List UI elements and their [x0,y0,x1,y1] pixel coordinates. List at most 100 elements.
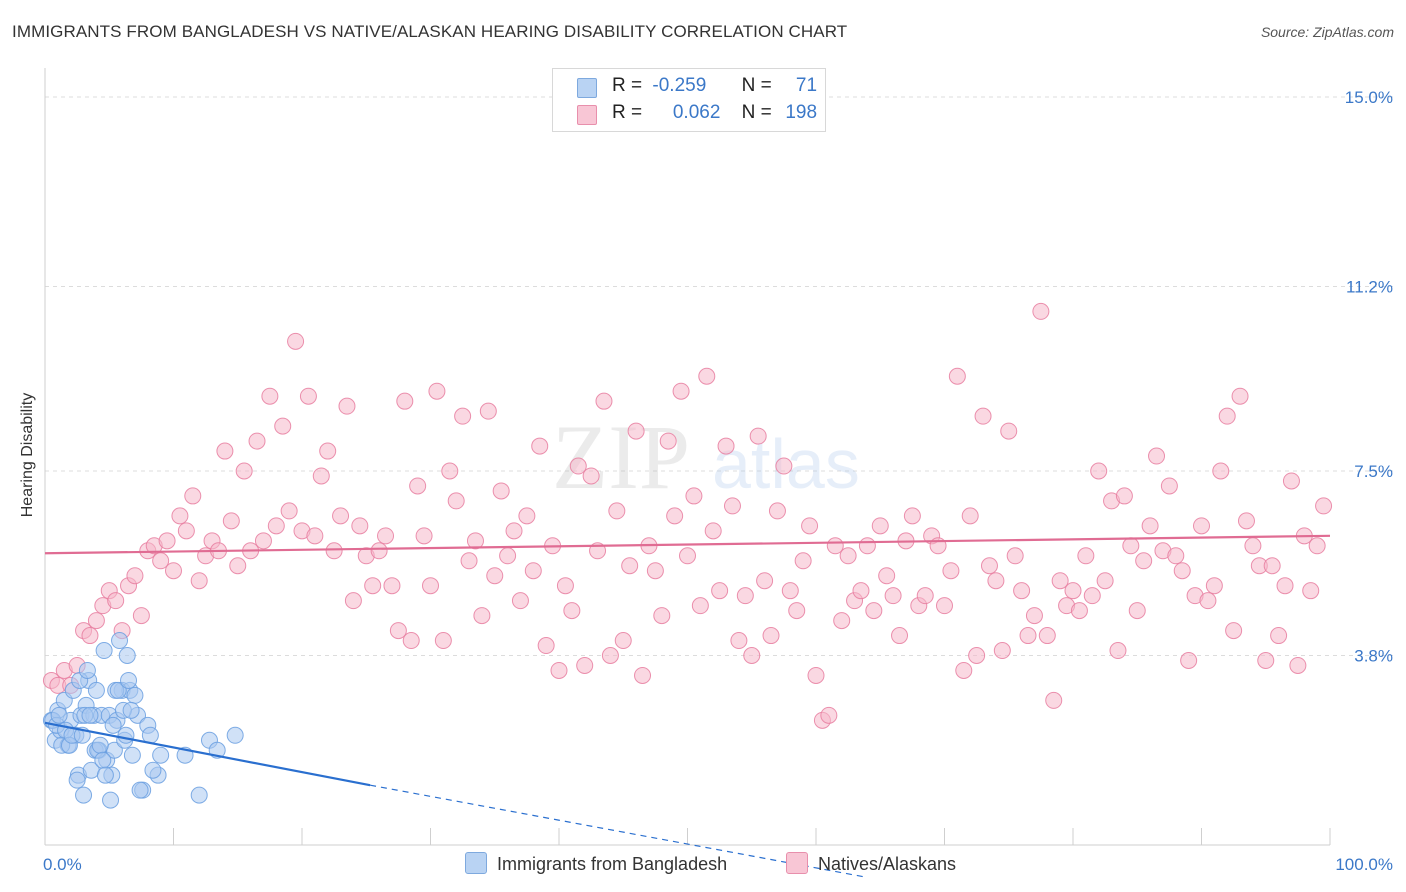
y-axis-label: Hearing Disability [19,393,36,518]
data-point [473,607,491,625]
data-point [1038,627,1056,645]
legend-r-label: R = [612,102,643,123]
data-point [653,607,671,625]
data-point [107,592,125,610]
data-point [117,726,135,744]
data-point [1109,642,1127,660]
data-point [768,502,786,520]
data-point [1225,622,1243,640]
data-point [993,642,1011,660]
y-tick-label: 3.8% [1354,647,1393,666]
data-point [118,647,136,665]
data-point [222,512,240,530]
data-point [717,437,735,455]
data-point [1051,572,1069,590]
data-point [120,671,138,689]
data-point [743,647,761,665]
data-point [891,627,909,645]
data-point [177,522,195,540]
data-point [299,387,317,405]
data-point [1025,607,1043,625]
data-point [736,587,754,605]
data-point [1013,582,1031,600]
data-point [948,367,966,385]
data-point [1263,557,1281,575]
data-point [1308,537,1326,555]
data-point [781,582,799,600]
x-tick-label: 100.0% [1335,855,1393,874]
y-tick-label: 7.5% [1354,462,1393,481]
data-point [723,497,741,515]
data-point [762,627,780,645]
gridlines [45,96,1395,657]
data-point [123,746,141,764]
data-point [691,597,709,615]
data-point [595,392,613,410]
legend-item-natives: Natives/Alaskans [786,852,956,876]
data-point [1096,572,1114,590]
data-point [109,681,127,699]
data-point [87,681,105,699]
data-point [1141,517,1159,535]
data-point [987,572,1005,590]
data-point [152,746,170,764]
data-point [756,572,774,590]
data-point [75,786,93,804]
data-point [122,701,140,719]
data-point [1070,602,1088,620]
data-point [1218,407,1236,425]
tick-labels: 3.8% 7.5% 11.2% 15.0% 0.0% 100.0% [43,88,1393,874]
data-point [422,577,439,595]
data-point [711,582,729,600]
legend-r-value: 0.062 [672,102,721,123]
data-point [171,507,189,525]
data-point [1000,422,1018,440]
data-point [229,557,247,575]
data-point [961,507,979,525]
data-point [306,527,324,545]
data-point [1173,562,1191,580]
data-point [1289,656,1307,674]
data-point [81,706,99,724]
data-point [1199,592,1217,610]
data-point [646,562,664,580]
data-point [659,432,677,450]
data-point [104,716,122,734]
data-point [492,482,510,500]
data-point [332,507,350,525]
legend-swatch-pink [577,105,597,125]
data-point [132,607,150,625]
data-point [184,487,202,505]
data-point [389,622,407,640]
data-point [68,771,86,789]
data-point [454,407,472,425]
data-point [614,632,632,650]
data-point [871,517,889,535]
watermark-zip: ZIP [552,406,690,508]
data-point [235,462,253,480]
data-point [1064,582,1082,600]
data-point [466,532,484,550]
data-point [409,477,427,495]
data-point [396,392,414,410]
data-point [608,502,626,520]
data-point [858,537,876,555]
data-point [627,422,645,440]
data-point [531,437,549,455]
data-point [78,661,96,679]
data-point [865,602,883,620]
legend-swatch-blue [465,852,487,874]
data-point [370,542,388,560]
trend-line [44,534,1331,555]
data-point [1148,447,1166,465]
data-point [524,562,542,580]
data-point [158,532,176,550]
legend-n-value: 198 [785,102,818,123]
data-point [852,582,870,600]
data-point [1315,497,1333,515]
data-point [377,527,395,545]
legend-swatch-blue [577,78,597,98]
data-point [968,647,986,665]
data-point [111,632,129,650]
